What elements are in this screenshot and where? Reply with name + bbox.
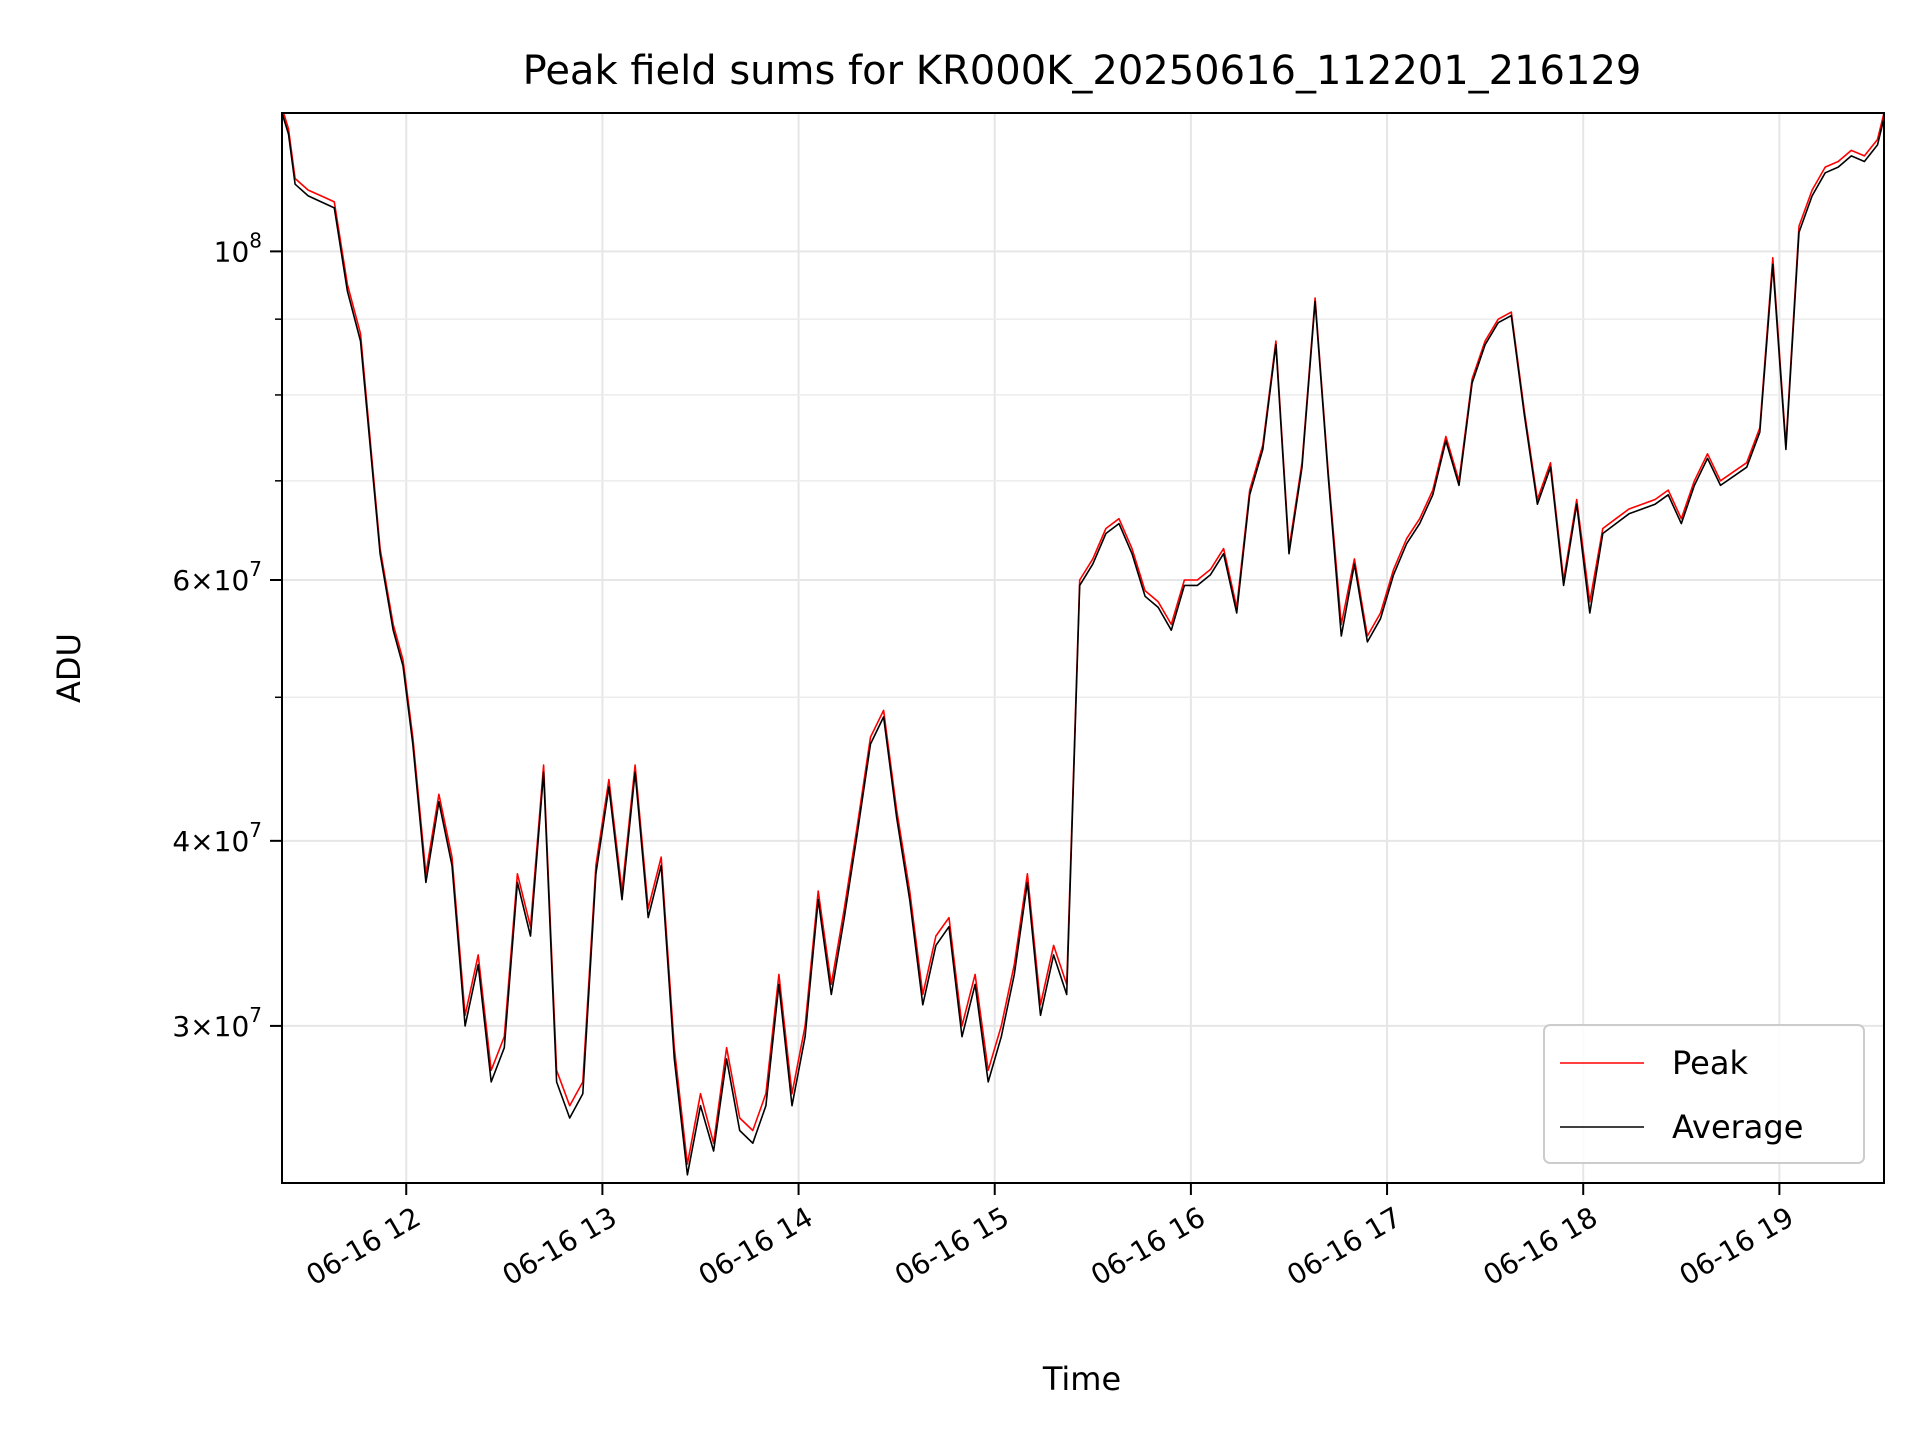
legend-box	[1543, 1024, 1865, 1164]
y-tick-label: 3×107	[172, 1003, 262, 1043]
series-line-average	[282, 113, 1884, 1176]
legend: Peak Average	[1543, 1024, 1865, 1164]
y-tick-label: 6×107	[172, 557, 262, 597]
y-tick-label: 108	[214, 228, 262, 268]
plot-area	[282, 113, 1884, 1176]
legend-label: Average	[1672, 1108, 1803, 1146]
y-axis-label: ADU	[50, 633, 88, 703]
y-tick-label: 4×107	[172, 818, 262, 858]
legend-label: Peak	[1672, 1044, 1748, 1082]
x-axis-label: Time	[1042, 1360, 1121, 1398]
chart-title: Peak field sums for KR000K_20250616_1122…	[523, 48, 1642, 94]
plot-frame	[281, 112, 1885, 1184]
